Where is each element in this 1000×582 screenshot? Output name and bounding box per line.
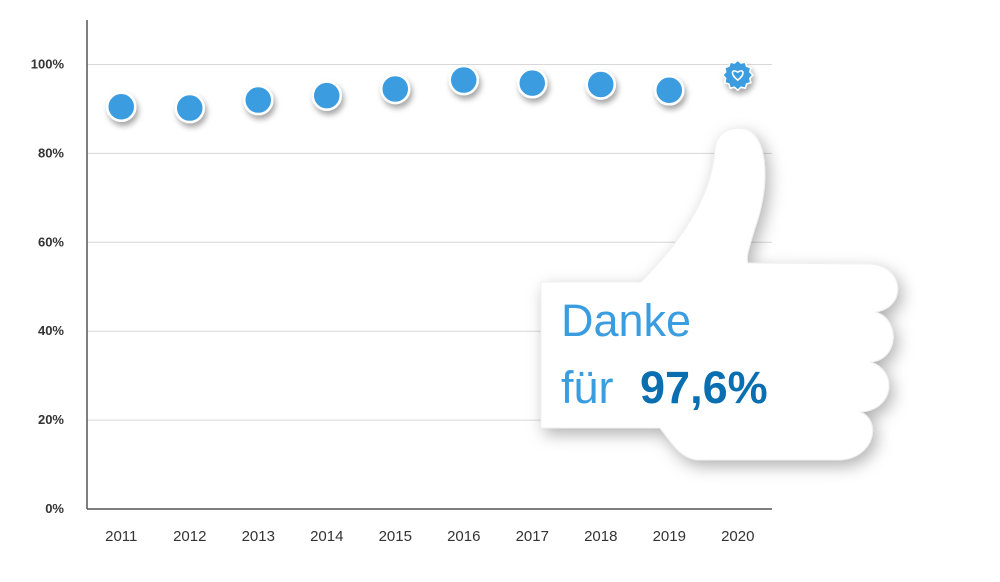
data-point bbox=[654, 75, 685, 106]
callout-line2: für 97,6% bbox=[561, 362, 768, 413]
x-tick-label: 2012 bbox=[173, 528, 206, 545]
x-tick-label: 2016 bbox=[447, 528, 480, 545]
x-tick-label: 2013 bbox=[242, 528, 275, 545]
data-point bbox=[106, 91, 137, 122]
callout-highlight-value: 97,6% bbox=[640, 362, 768, 413]
data-point bbox=[448, 64, 479, 96]
y-tick-labels: 0% 20% 40% 60% 80% 100% bbox=[31, 57, 65, 517]
axes bbox=[86, 20, 772, 510]
y-tick-label: 80% bbox=[38, 145, 64, 160]
data-point bbox=[380, 73, 411, 105]
x-tick-label: 2019 bbox=[653, 528, 686, 545]
y-tick-label: 40% bbox=[38, 323, 64, 338]
callout-line1: Danke bbox=[561, 295, 691, 346]
heart-badge-icon bbox=[721, 59, 754, 92]
x-tick-label: 2020 bbox=[721, 528, 754, 545]
y-tick-label: 0% bbox=[45, 501, 64, 516]
data-point bbox=[517, 67, 548, 99]
y-tick-label: 100% bbox=[31, 57, 65, 72]
y-tick-label: 60% bbox=[38, 234, 64, 249]
data-points bbox=[106, 59, 754, 124]
callout-prefix: für bbox=[561, 362, 614, 413]
y-tick-label: 20% bbox=[38, 412, 64, 427]
x-tick-label: 2011 bbox=[105, 528, 137, 545]
x-tick-label: 2018 bbox=[584, 528, 617, 545]
x-tick-label: 2014 bbox=[310, 528, 343, 545]
x-tick-labels: 2011 2012 2013 2014 2015 2016 2017 2018 2019 2020 bbox=[105, 528, 754, 545]
data-point bbox=[585, 69, 616, 100]
data-point bbox=[243, 84, 274, 116]
thumbs-up-icon bbox=[540, 127, 899, 461]
x-tick-label: 2017 bbox=[516, 528, 549, 545]
x-tick-label: 2015 bbox=[379, 528, 412, 545]
data-point bbox=[311, 80, 342, 111]
data-point bbox=[174, 92, 205, 124]
